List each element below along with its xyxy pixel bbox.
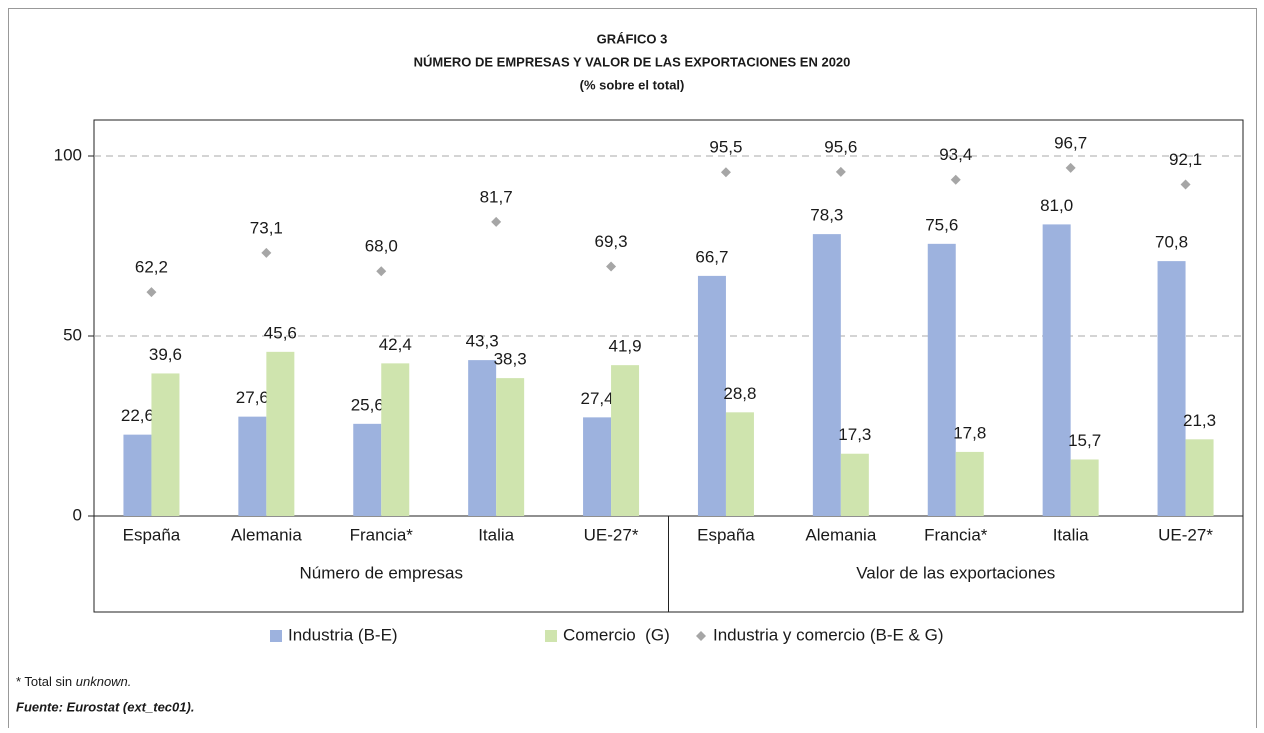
marker (376, 266, 387, 277)
data-label: 95,6 (824, 137, 857, 156)
bar (1185, 439, 1214, 516)
bar (381, 363, 410, 516)
x-tick-label: Italia (1053, 525, 1089, 544)
data-label: 69,3 (595, 232, 628, 251)
data-label: 66,7 (695, 247, 728, 266)
marker (720, 167, 731, 178)
source: Fuente: Eurostat (ext_tec01). (16, 699, 194, 714)
bar (151, 373, 180, 516)
group-label: Número de empresas (300, 563, 463, 582)
marker (950, 174, 961, 185)
data-label: 96,7 (1054, 133, 1087, 152)
data-label: 70,8 (1155, 233, 1188, 252)
data-label: 81,7 (480, 187, 513, 206)
data-label: 15,7 (1068, 431, 1101, 450)
data-label: 68,0 (365, 237, 398, 256)
chart-title: GRÁFICO 3 (597, 31, 668, 46)
bar (266, 351, 295, 516)
data-label: 42,4 (379, 335, 412, 354)
marker (261, 247, 272, 258)
legend-label: Comercio (G) (563, 625, 670, 644)
data-label: 93,4 (939, 145, 972, 164)
data-label: 27,4 (581, 389, 614, 408)
legend-swatch (270, 630, 282, 642)
bar (238, 416, 267, 516)
data-label: 73,1 (250, 218, 283, 237)
x-tick-label: Alemania (231, 525, 302, 544)
frame (8, 8, 1257, 733)
y-tick-label: 50 (63, 325, 82, 344)
footnote-italic: unknown. (76, 674, 132, 689)
x-tick-label: España (123, 525, 181, 544)
legend-swatch (696, 631, 706, 641)
marker (1180, 179, 1191, 190)
data-label: 92,1 (1169, 150, 1202, 169)
data-label: 43,3 (466, 332, 499, 351)
data-label: 45,6 (264, 323, 297, 342)
data-label: 41,9 (609, 337, 642, 356)
data-label: 39,6 (149, 345, 182, 364)
data-label: 28,8 (723, 384, 756, 403)
y-tick-label: 100 (54, 145, 82, 164)
data-label: 25,6 (351, 395, 384, 414)
bar (955, 451, 984, 516)
legend-swatch (545, 630, 557, 642)
x-tick-label: Alemania (805, 525, 876, 544)
bar (496, 378, 525, 516)
data-label: 22,6 (121, 406, 154, 425)
data-label: 27,6 (236, 388, 269, 407)
marker (491, 216, 502, 227)
marker (835, 166, 846, 177)
legend-label: Industria (B-E) (288, 625, 398, 644)
bar (1042, 224, 1071, 516)
data-label: 81,0 (1040, 196, 1073, 215)
group-label: Valor de las exportaciones (856, 563, 1055, 582)
x-tick-label: UE-27* (1158, 525, 1213, 544)
x-tick-label: Francia* (924, 525, 988, 544)
legend-label: Industria y comercio (B-E & G) (713, 625, 944, 644)
footnote-text: * Total sin (16, 674, 76, 689)
data-label: 78,3 (810, 206, 843, 225)
bar (353, 423, 382, 516)
bar (697, 275, 726, 516)
x-tick-label: España (697, 525, 755, 544)
data-label: 17,8 (953, 423, 986, 442)
x-tick-label: UE-27* (584, 525, 639, 544)
data-label: 17,3 (838, 425, 871, 444)
marker (1065, 162, 1076, 173)
bar (725, 412, 754, 516)
data-label: 21,3 (1183, 411, 1216, 430)
data-label: 38,3 (494, 350, 527, 369)
x-tick-label: Francia* (350, 525, 414, 544)
bar (840, 453, 869, 516)
bar (611, 365, 640, 516)
data-label: 62,2 (135, 258, 168, 277)
data-label: 95,5 (709, 138, 742, 157)
bar (1070, 459, 1099, 516)
chart-subtitle: NÚMERO DE EMPRESAS Y VALOR DE LAS EXPORT… (414, 54, 851, 69)
y-tick-label: 0 (73, 505, 82, 524)
bar (468, 360, 497, 516)
footnote: * Total sin unknown. (16, 674, 131, 689)
unit-note: (% sobre el total) (580, 77, 685, 92)
bar (123, 434, 152, 516)
bar (927, 243, 956, 516)
marker (606, 261, 617, 272)
bar (812, 234, 841, 516)
x-tick-label: Italia (478, 525, 514, 544)
bar (1157, 261, 1186, 516)
bar (583, 417, 612, 516)
marker (146, 287, 157, 298)
data-label: 75,6 (925, 215, 958, 234)
